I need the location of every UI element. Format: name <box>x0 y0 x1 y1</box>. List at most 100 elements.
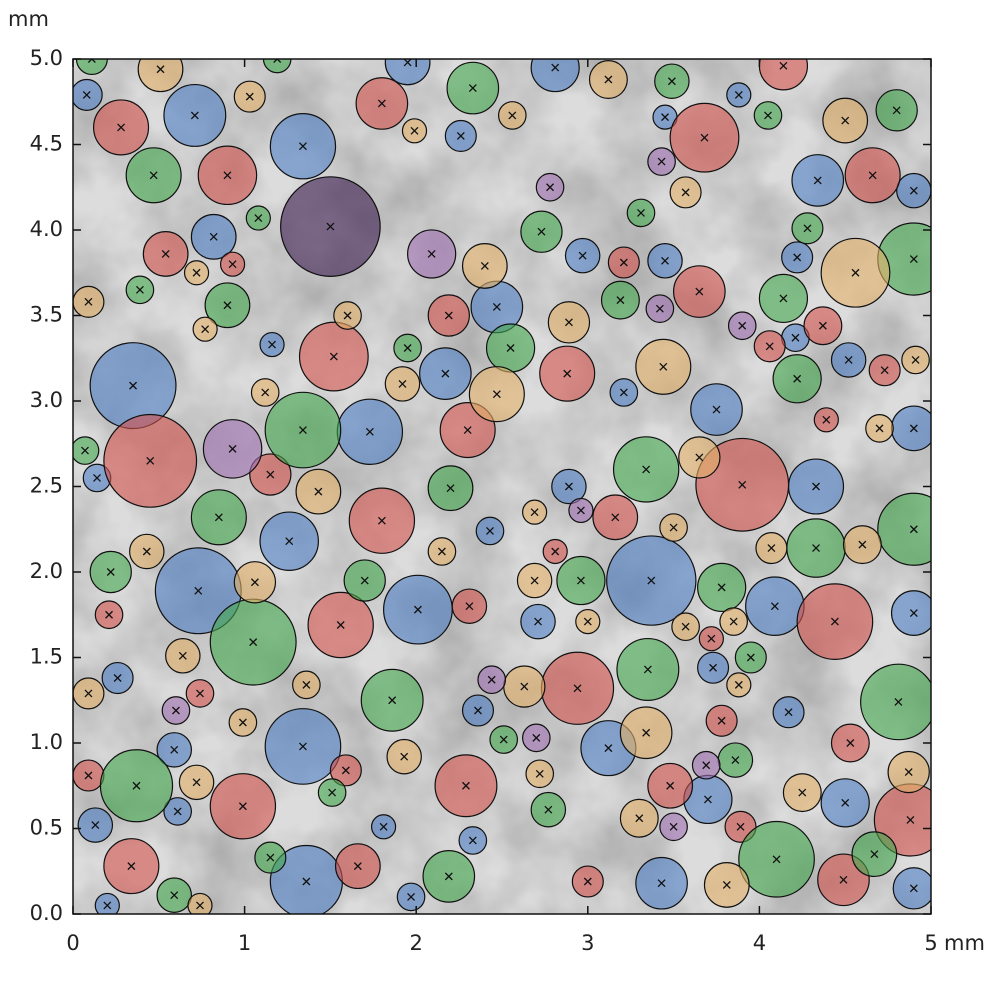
center-cross <box>343 311 352 320</box>
center-cross <box>530 576 539 585</box>
center-cross <box>681 188 690 197</box>
center-cross <box>791 333 800 342</box>
center-cross <box>209 232 218 241</box>
center-cross <box>178 651 187 660</box>
center-cross <box>702 761 711 770</box>
center-cross <box>377 99 386 108</box>
center-cross <box>803 224 812 233</box>
center-cross <box>336 621 345 629</box>
center-cross <box>770 602 779 611</box>
center-cross <box>583 617 592 626</box>
center-cross <box>462 781 470 790</box>
center-cross <box>880 366 889 375</box>
x-tick-label: 1 <box>238 931 251 955</box>
center-cross <box>245 92 254 101</box>
center-cross <box>729 617 738 626</box>
center-cross <box>407 892 416 901</box>
center-cross <box>84 297 93 306</box>
center-cross <box>661 256 669 265</box>
center-cross <box>695 287 704 296</box>
center-cross <box>172 706 180 715</box>
center-cross <box>87 59 96 63</box>
center-cross <box>909 186 918 195</box>
y-tick-label: 0.5 <box>30 816 63 840</box>
center-cross <box>734 680 743 689</box>
center-cross <box>731 756 740 765</box>
center-cross <box>142 547 151 556</box>
center-cross <box>841 116 850 125</box>
x-axis-label: mm <box>944 931 985 955</box>
center-cross <box>314 487 323 496</box>
center-cross <box>669 822 678 831</box>
center-cross <box>326 222 335 231</box>
center-cross <box>223 171 232 180</box>
center-cross <box>106 568 115 576</box>
center-cross <box>468 84 477 93</box>
center-cross <box>268 340 277 349</box>
center-cross <box>909 424 918 433</box>
center-cross <box>400 752 409 761</box>
center-cross <box>413 605 422 614</box>
center-cross <box>830 617 839 626</box>
center-cross <box>535 769 544 778</box>
center-cross <box>353 862 362 871</box>
center-cross <box>655 304 664 313</box>
center-cross <box>659 362 668 371</box>
y-tick-label: 2.0 <box>30 559 63 583</box>
center-cross <box>201 325 210 334</box>
y-axis-label: mm <box>8 7 49 31</box>
center-cross <box>441 369 450 378</box>
center-cross <box>506 344 515 352</box>
center-cross <box>764 111 772 120</box>
center-cross <box>520 682 529 691</box>
center-cross <box>132 781 141 790</box>
center-cross <box>666 781 675 790</box>
center-cross <box>551 547 560 556</box>
center-cross <box>822 415 831 424</box>
center-cross <box>474 706 482 715</box>
center-cross <box>738 480 747 489</box>
center-cross <box>746 653 755 662</box>
center-cross <box>564 482 573 491</box>
particles <box>73 59 931 914</box>
center-cross <box>463 426 472 435</box>
center-cross <box>734 90 743 99</box>
center-cross <box>619 258 628 267</box>
center-cross <box>192 778 201 787</box>
center-cross <box>657 879 666 888</box>
center-cross <box>285 537 294 546</box>
center-cross <box>573 684 582 693</box>
center-cross <box>468 836 477 845</box>
center-cross <box>544 805 553 814</box>
center-cross <box>228 444 237 453</box>
center-cross <box>194 586 203 595</box>
center-cross <box>813 176 822 185</box>
center-cross <box>530 508 539 517</box>
particle <box>860 663 931 741</box>
center-cross <box>534 617 542 626</box>
center-cross <box>238 718 247 727</box>
particle <box>262 59 292 74</box>
center-cross <box>379 822 388 831</box>
center-cross <box>532 733 541 742</box>
center-cross <box>894 698 903 706</box>
center-cross <box>611 513 620 522</box>
particle <box>384 59 431 86</box>
center-cross <box>793 374 802 383</box>
y-tick-label: 0.0 <box>30 901 63 925</box>
center-cross <box>266 470 275 479</box>
center-cross <box>619 388 628 397</box>
center-cross <box>846 739 855 747</box>
center-cross <box>196 689 204 698</box>
center-cross <box>818 321 827 330</box>
center-cross <box>170 745 179 754</box>
center-cross <box>870 850 879 859</box>
center-cross <box>365 427 374 436</box>
center-cross <box>779 61 788 70</box>
center-cross <box>238 802 247 811</box>
center-cross <box>170 891 179 900</box>
center-cross <box>250 578 259 587</box>
center-cross <box>486 527 494 535</box>
center-cross <box>681 622 690 631</box>
center-cross <box>266 853 275 862</box>
